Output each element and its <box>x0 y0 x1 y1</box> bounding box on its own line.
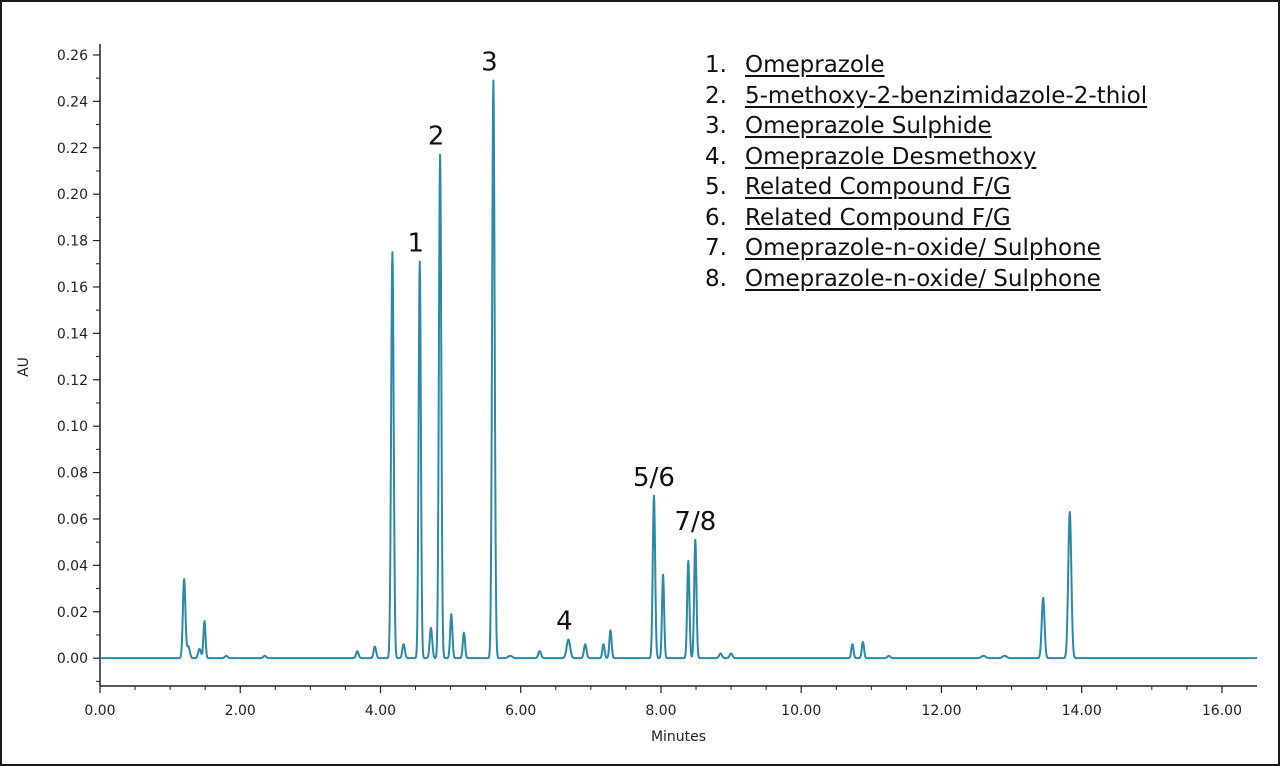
legend-item-number: 2. <box>705 82 727 109</box>
legend-item: 4. Omeprazole Desmethoxy <box>705 142 1147 173</box>
legend-item-number: 5. <box>705 174 727 200</box>
y-tick-label: 0.24 <box>57 94 88 110</box>
legend-item: 3. Omeprazole Sulphide <box>705 111 1147 142</box>
x-tick-label: 0.00 <box>84 703 115 719</box>
y-tick-label: 0.18 <box>57 234 88 250</box>
y-axis-title: AU <box>16 357 32 377</box>
peak-label: 2 <box>428 122 445 152</box>
y-tick-label: 0.16 <box>57 280 88 296</box>
legend-item-number: 8. <box>705 265 727 292</box>
legend-item-label: Omeprazole-n-oxide/ Sulphone <box>745 235 1101 261</box>
x-tick-label: 12.00 <box>921 703 961 719</box>
ticks: 0.00 0.02 0.04 0.06 0.08 0.10 0.12 0.14 0.16 0.18… <box>57 48 1242 719</box>
legend-item-number: 1. <box>705 52 727 78</box>
legend-item-label: Omeprazole Sulphide <box>745 113 992 139</box>
peak-label: 4 <box>556 607 573 637</box>
y-tick-label: 0.04 <box>57 558 88 574</box>
y-tick-label: 0.14 <box>57 326 88 342</box>
legend-item: 6. Related Compound F/G <box>705 203 1147 234</box>
legend-item-label: 5-methoxy-2-benzimidazole-2-thiol <box>745 82 1148 109</box>
y-tick-label: 0.22 <box>57 141 88 157</box>
x-tick-label: 8.00 <box>645 703 676 719</box>
y-tick-label: 0.00 <box>57 651 88 667</box>
x-tick-label: 2.00 <box>225 703 256 719</box>
legend-item-label: Related Compound F/G <box>745 174 1011 200</box>
axes <box>99 44 1257 687</box>
peak-label: 1 <box>407 228 424 258</box>
peak-label: 7/8 <box>674 507 716 537</box>
chromatogram-trace <box>99 79 1258 660</box>
x-axis-title: Minutes <box>651 729 706 745</box>
legend-item: 8. Omeprazole-n-oxide/ Sulphone <box>705 264 1147 295</box>
x-tick-label: 6.00 <box>505 703 536 719</box>
legend-item-number: 7. <box>705 235 727 261</box>
peak-label: 3 <box>481 47 498 77</box>
legend-item-label: Omeprazole <box>745 52 885 78</box>
x-tick-label: 16.00 <box>1202 703 1242 719</box>
peak-label: 5/6 <box>633 463 675 493</box>
legend: 1. Omeprazole 2. 5-methoxy-2-benzimidazole-… <box>705 50 1147 294</box>
y-tick-label: 0.20 <box>57 187 88 203</box>
y-tick-label: 0.08 <box>57 466 88 482</box>
legend-item: 1. Omeprazole <box>705 50 1147 81</box>
y-tick-label: 0.06 <box>57 512 88 528</box>
legend-item: 2. 5-methoxy-2-benzimidazole-2-thiol <box>705 81 1147 112</box>
x-tick-label: 4.00 <box>365 703 396 719</box>
legend-item-number: 6. <box>705 204 727 231</box>
x-tick-label: 10.00 <box>781 703 821 719</box>
legend-item: 5. Related Compound F/G <box>705 172 1147 203</box>
legend-item-number: 3. <box>705 113 727 139</box>
legend-item-number: 4. <box>705 143 727 170</box>
y-tick-label: 0.02 <box>57 605 88 621</box>
y-tick-label: 0.12 <box>57 373 88 389</box>
y-tick-label: 0.26 <box>57 48 88 64</box>
legend-item: 7. Omeprazole-n-oxide/ Sulphone <box>705 233 1147 264</box>
legend-item-label: Omeprazole-n-oxide/ Sulphone <box>745 265 1101 292</box>
legend-item-label: Omeprazole Desmethoxy <box>745 143 1037 170</box>
y-tick-label: 0.10 <box>57 419 88 435</box>
x-tick-label: 14.00 <box>1062 703 1102 719</box>
peak-annotations: 1 2 3 4 5/6 7/8 <box>407 47 716 636</box>
legend-item-label: Related Compound F/G <box>745 204 1011 231</box>
